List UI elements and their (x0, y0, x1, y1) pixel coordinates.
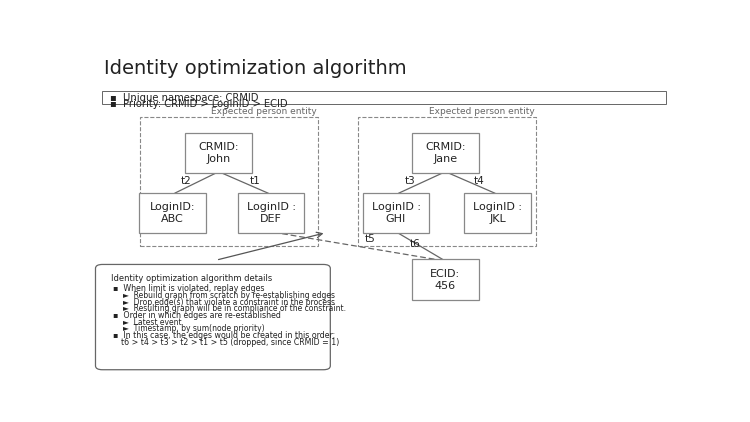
Text: Identity optimization algorithm details: Identity optimization algorithm details (110, 274, 272, 283)
Text: t3: t3 (405, 176, 416, 186)
Text: CRMID:
John: CRMID: John (199, 142, 239, 164)
Text: ►  Rebuild graph from scratch by re-establishing edges: ► Rebuild graph from scratch by re-estab… (124, 291, 335, 300)
FancyBboxPatch shape (362, 193, 430, 233)
Text: Identity optimization algorithm: Identity optimization algorithm (104, 59, 406, 78)
FancyBboxPatch shape (238, 193, 304, 233)
Text: ►  Latest event: ► Latest event (124, 318, 182, 327)
Text: CRMID:
Jane: CRMID: Jane (425, 142, 466, 164)
FancyBboxPatch shape (185, 133, 252, 173)
Text: Expected person entity: Expected person entity (428, 107, 534, 116)
Text: LoginID:
ABC: LoginID: ABC (149, 202, 195, 224)
Text: t6: t6 (410, 239, 420, 249)
Text: ►  Resulting graph will be in compliance of the constraint.: ► Resulting graph will be in compliance … (124, 304, 346, 313)
Text: LoginID :
JKL: LoginID : JKL (473, 202, 522, 224)
Text: t4: t4 (474, 176, 484, 186)
Text: LoginID :
GHI: LoginID : GHI (371, 202, 421, 224)
Text: t2: t2 (180, 176, 191, 186)
FancyBboxPatch shape (412, 260, 478, 300)
Text: t1: t1 (250, 176, 260, 186)
Text: t6 > t4 > t3 > t2 > t1 > t5 (dropped, since CRMID = 1): t6 > t4 > t3 > t2 > t1 > t5 (dropped, si… (121, 338, 339, 347)
Text: ►  Timestamp, by sum(node priority): ► Timestamp, by sum(node priority) (124, 324, 265, 333)
Text: LoginID :
DEF: LoginID : DEF (247, 202, 296, 224)
FancyBboxPatch shape (139, 193, 206, 233)
Text: ▪  When limit is violated, replay edges: ▪ When limit is violated, replay edges (113, 284, 265, 293)
Text: ►  Drop edge(s) that violate a constraint in the process: ► Drop edge(s) that violate a constraint… (124, 298, 335, 307)
Text: ▪  Order in which edges are re-established: ▪ Order in which edges are re-establishe… (113, 311, 280, 319)
Text: ▪  In this case, the edges would be created in this order:: ▪ In this case, the edges would be creat… (113, 331, 335, 340)
FancyBboxPatch shape (103, 91, 666, 104)
Text: ▪  Unique namespace: CRMID: ▪ Unique namespace: CRMID (110, 93, 259, 103)
FancyBboxPatch shape (412, 133, 478, 173)
Text: t5: t5 (364, 234, 375, 244)
Text: ▪  Priority: CRMID > LoginID > ECID: ▪ Priority: CRMID > LoginID > ECID (110, 99, 288, 109)
FancyBboxPatch shape (95, 265, 330, 370)
Text: ECID:
456: ECID: 456 (430, 269, 460, 290)
FancyBboxPatch shape (464, 193, 531, 233)
Text: Expected person entity: Expected person entity (211, 107, 316, 116)
